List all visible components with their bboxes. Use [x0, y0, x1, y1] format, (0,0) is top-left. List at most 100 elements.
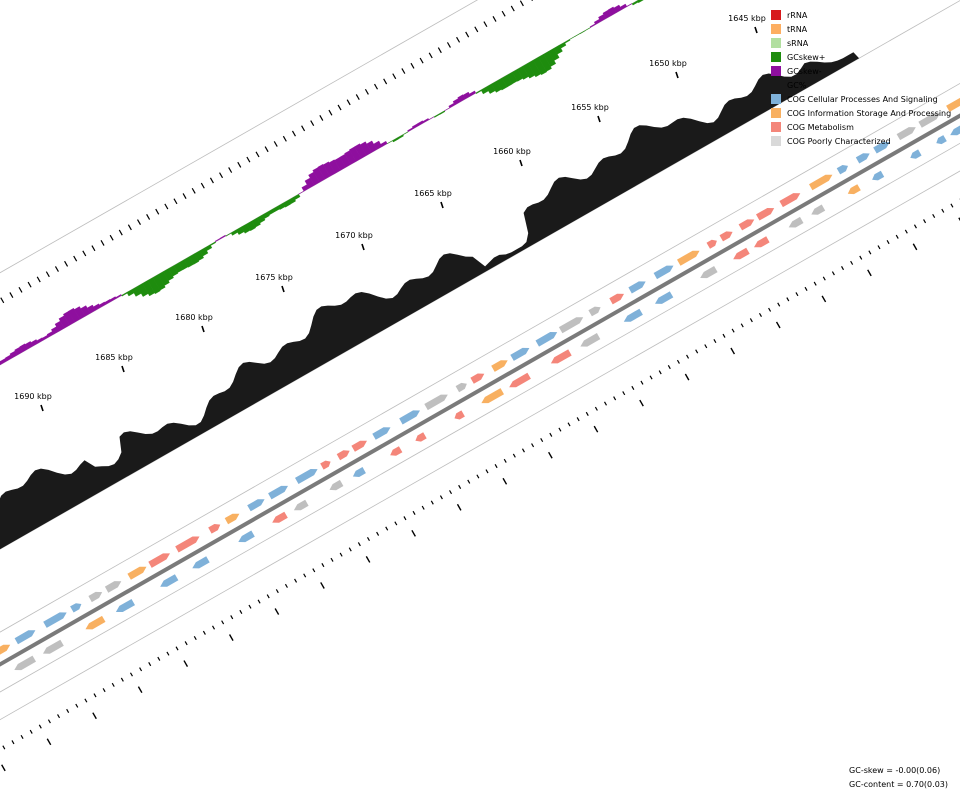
- inner-tick: [20, 734, 24, 740]
- cog-information-gene: [677, 250, 700, 266]
- scale-tick-label: 1665 kbp: [414, 189, 452, 198]
- inner-tick: [795, 292, 799, 297]
- inner-tick: [804, 286, 808, 291]
- cog-cellular-gene: [535, 332, 558, 347]
- scale-tick: [118, 229, 123, 236]
- scale-tick: [209, 177, 214, 184]
- cog-poorly-gene: [88, 591, 103, 603]
- scale-tick: [273, 141, 278, 147]
- inner-tick: [211, 625, 216, 630]
- legend-swatch: [771, 10, 781, 20]
- inner-major-tick: [502, 477, 508, 485]
- scale-tick: [9, 292, 14, 298]
- inner-tick: [913, 224, 917, 229]
- forward-strand-genes: [0, 97, 960, 655]
- cog-cellular-gene: [510, 347, 530, 361]
- inner-tick: [512, 453, 516, 458]
- scale-tick: [492, 16, 497, 22]
- scale-tick: [392, 73, 397, 80]
- cog-metabolism-gene: [390, 446, 403, 456]
- inner-tick: [485, 469, 489, 474]
- cog-information-gene: [0, 644, 11, 655]
- inner-tick: [221, 620, 225, 625]
- inner-major-tick: [548, 451, 553, 459]
- scale-tick-label: 1650 kbp: [649, 59, 687, 68]
- scale-tick: [337, 104, 342, 111]
- inner-tick: [777, 302, 781, 307]
- inner-tick: [412, 510, 416, 515]
- cog-poorly-gene: [104, 581, 122, 593]
- inner-tick: [594, 406, 598, 411]
- inner-tick: [713, 338, 717, 344]
- cog-information-gene: [491, 360, 508, 372]
- gc-content-area: [0, 52, 860, 550]
- inner-tick: [38, 724, 42, 729]
- legend: rRNA tRNA sRNA GCskew+ GCskew- GC% COG Cellula…: [771, 8, 951, 148]
- cog-cellular-gene: [836, 165, 848, 175]
- legend-label: COG Poorly Characterized: [787, 136, 891, 146]
- inner-tick: [722, 333, 726, 338]
- cog-cellular-gene: [655, 291, 674, 304]
- cog-poorly-gene: [14, 655, 37, 671]
- cog-cellular-gene: [43, 612, 67, 628]
- cog-information-gene: [809, 174, 833, 191]
- gc-skew-plus-bar: [569, 36, 576, 40]
- cog-metabolism-gene: [706, 239, 717, 249]
- backbone-track: [0, 113, 960, 667]
- gc-skew-minus-bar: [36, 337, 44, 344]
- gc-skew-plus-bar: [564, 39, 571, 44]
- legend-label: tRNA: [787, 24, 808, 34]
- gc-skew-plus-bar: [147, 277, 161, 295]
- inner-major-tick: [228, 634, 234, 641]
- scale-tick: [246, 156, 251, 163]
- gc-skew-minus-bar: [74, 306, 86, 320]
- cog-metabolism-gene: [550, 349, 572, 364]
- gc-skew-plus-bar: [194, 250, 204, 261]
- inner-tick: [640, 380, 644, 385]
- cog-poorly-gene: [558, 317, 584, 334]
- gc-skew-minus-bar: [214, 237, 221, 243]
- cog-cellular-gene: [936, 135, 947, 145]
- inner-tick: [84, 698, 88, 703]
- inner-tick: [193, 635, 197, 641]
- inner-tick: [312, 568, 316, 573]
- inner-tick: [29, 729, 33, 734]
- inner-major-tick: [775, 321, 781, 329]
- gc-skew-minus-bar: [457, 94, 466, 103]
- inner-tick: [394, 521, 398, 526]
- gc-skew-plus-bar: [397, 134, 404, 140]
- cog-cellular-gene: [910, 149, 922, 159]
- guide-line: [0, 170, 960, 721]
- gc-skew-plus-bar: [293, 193, 301, 200]
- scale-tick: [54, 266, 59, 272]
- gc-skew-minus-bar: [317, 163, 331, 180]
- gc-skew-minus-bar: [93, 303, 101, 311]
- major-scale-tick: [281, 285, 285, 293]
- scale-tick: [474, 26, 479, 33]
- scale-tick: [182, 193, 187, 199]
- inner-tick: [859, 255, 863, 260]
- cog-metabolism-gene: [175, 536, 200, 553]
- inner-tick: [494, 464, 498, 469]
- gc-skew-plus-bar: [574, 33, 581, 37]
- gc-skew-minus-bar: [99, 301, 107, 308]
- major-scale-tick: [440, 201, 444, 209]
- cog-cellular-gene: [70, 603, 82, 613]
- cog-information-gene: [946, 97, 960, 112]
- gc-skew-track: [0, 0, 644, 366]
- scale-tick-label: 1645 kbp: [728, 14, 766, 23]
- gc-skew-plus-bar: [538, 54, 552, 72]
- gc-skew-plus-bar: [209, 241, 217, 246]
- gc-skew-plus-bar: [152, 274, 166, 291]
- cog-metabolism-gene: [351, 440, 367, 452]
- gc-skew-minus-bar: [219, 234, 227, 240]
- inner-tick: [294, 578, 298, 583]
- gc-skew-minus-bar: [298, 190, 305, 195]
- scale-tick: [355, 94, 360, 100]
- inner-tick: [403, 516, 407, 521]
- cog-metabolism-gene: [609, 293, 624, 305]
- cog-metabolism-gene: [336, 450, 350, 461]
- inner-tick: [175, 646, 179, 651]
- cog-metabolism-gene: [509, 372, 531, 388]
- cog-poorly-gene: [329, 479, 344, 491]
